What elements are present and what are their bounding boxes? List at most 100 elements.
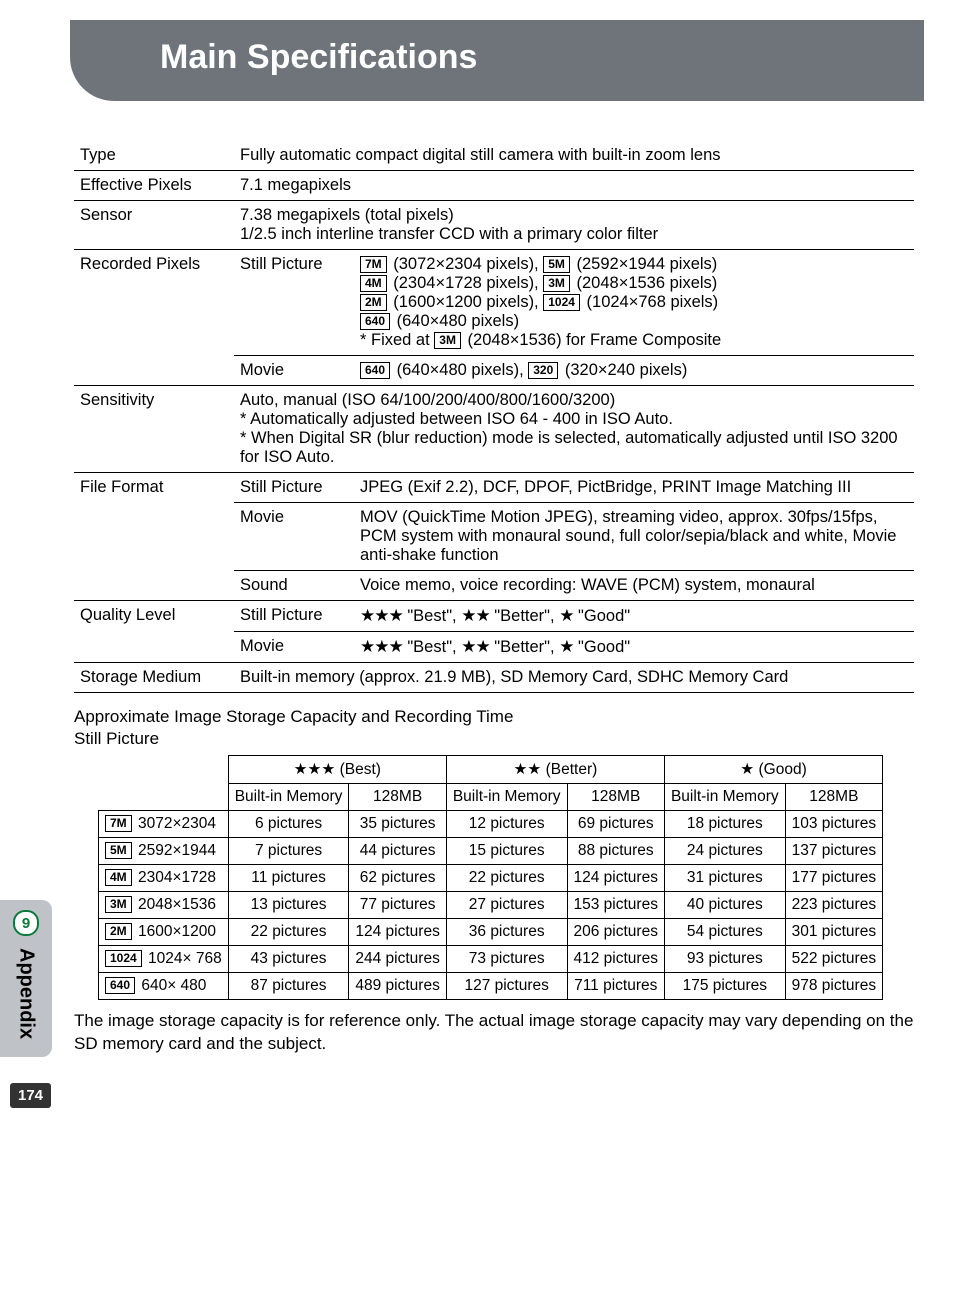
- table-cell: 12 pictures: [446, 811, 567, 838]
- table-row: 5M 2592×19447 pictures44 pictures15 pict…: [99, 838, 883, 865]
- spec-sublabel: Still Picture: [234, 601, 354, 632]
- row-header: 3M 2048×1536: [99, 892, 229, 919]
- table-cell: 124 pictures: [349, 919, 446, 946]
- text: "Better",: [490, 638, 560, 656]
- stars-icon: ★: [559, 606, 573, 625]
- text: 7.38 megapixels (total pixels): [240, 206, 454, 224]
- res-badge: 3M: [105, 896, 132, 913]
- res-badge: 7M: [360, 256, 387, 273]
- text: (1600×1200 pixels),: [389, 293, 544, 311]
- res-badge: 5M: [105, 842, 132, 859]
- table-header: Built-in Memory: [228, 784, 349, 811]
- table-cell: 88 pictures: [567, 838, 664, 865]
- res-badge: 7M: [105, 815, 132, 832]
- stars-icon: ★★★: [360, 637, 403, 656]
- chapter-badge: 9: [13, 910, 39, 936]
- res-badge: 2M: [360, 294, 387, 311]
- table-cell: 711 pictures: [567, 973, 664, 1000]
- table-cell: 7 pictures: [228, 838, 349, 865]
- text: (2304×1728 pixels),: [389, 274, 544, 292]
- spec-value: Voice memo, voice recording: WAVE (PCM) …: [354, 571, 914, 601]
- res-badge: 2M: [105, 923, 132, 940]
- spec-sublabel: Still Picture: [234, 250, 354, 356]
- table-cell: 15 pictures: [446, 838, 567, 865]
- table-cell: 13 pictures: [228, 892, 349, 919]
- table-cell: 978 pictures: [785, 973, 882, 1000]
- text: * Fixed at: [360, 331, 434, 349]
- res-badge: 1024: [543, 294, 580, 311]
- res-badge: 3M: [434, 332, 461, 349]
- spec-sublabel: Movie: [234, 503, 354, 571]
- table-cell: 43 pictures: [228, 946, 349, 973]
- spec-label: Storage Medium: [74, 663, 234, 693]
- table-cell: 153 pictures: [567, 892, 664, 919]
- text: "Best",: [403, 607, 461, 625]
- table-cell: 175 pictures: [664, 973, 785, 1000]
- page-title-banner: Main Specifications: [70, 20, 924, 101]
- footnote: The image storage capacity is for refere…: [74, 1010, 914, 1056]
- table-cell: 77 pictures: [349, 892, 446, 919]
- table-cell: 22 pictures: [446, 865, 567, 892]
- res-badge: 640: [360, 313, 390, 330]
- table-header: Built-in Memory: [446, 784, 567, 811]
- table-cell: 87 pictures: [228, 973, 349, 1000]
- table-cell: 137 pictures: [785, 838, 882, 865]
- table-header: Built-in Memory: [664, 784, 785, 811]
- text: "Good": [573, 638, 630, 656]
- table-cell: 24 pictures: [664, 838, 785, 865]
- table-header: ★ (Good): [664, 756, 882, 784]
- row-header: 7M 3072×2304: [99, 811, 229, 838]
- table-cell: 40 pictures: [664, 892, 785, 919]
- res-badge: 1024: [105, 950, 142, 967]
- table-cell: 522 pictures: [785, 946, 882, 973]
- capacity-heading: Approximate Image Storage Capacity and R…: [74, 707, 914, 727]
- res-badge: 4M: [105, 869, 132, 886]
- stars-icon: ★★: [461, 637, 489, 656]
- spec-sublabel: Still Picture: [234, 473, 354, 503]
- res-badge: 640: [360, 362, 390, 379]
- table-cell: 73 pictures: [446, 946, 567, 973]
- table-cell: 301 pictures: [785, 919, 882, 946]
- table-row: 640 640× 48087 pictures489 pictures127 p…: [99, 973, 883, 1000]
- table-header-blank: [99, 756, 229, 811]
- table-cell: 177 pictures: [785, 865, 882, 892]
- table-cell: 127 pictures: [446, 973, 567, 1000]
- spec-label: Quality Level: [74, 601, 234, 663]
- spec-value: ★★★ "Best", ★★ "Better", ★ "Good": [354, 632, 914, 663]
- table-row: 1024 1024× 76843 pictures244 pictures73 …: [99, 946, 883, 973]
- table-cell: 18 pictures: [664, 811, 785, 838]
- row-header: 4M 2304×1728: [99, 865, 229, 892]
- table-cell: 36 pictures: [446, 919, 567, 946]
- table-cell: 103 pictures: [785, 811, 882, 838]
- content-area: Type Fully automatic compact digital sti…: [0, 111, 954, 1056]
- res-badge: 320: [528, 362, 558, 379]
- table-cell: 22 pictures: [228, 919, 349, 946]
- stars-icon: ★★: [461, 606, 489, 625]
- text: (320×240 pixels): [560, 361, 687, 379]
- side-tab: 9 Appendix: [0, 900, 52, 1057]
- text: (2592×1944 pixels): [572, 255, 717, 273]
- spec-value: ★★★ "Best", ★★ "Better", ★ "Good": [354, 601, 914, 632]
- table-cell: 11 pictures: [228, 865, 349, 892]
- table-cell: 44 pictures: [349, 838, 446, 865]
- table-cell: 27 pictures: [446, 892, 567, 919]
- table-row: 4M 2304×172811 pictures62 pictures22 pic…: [99, 865, 883, 892]
- text: (2048×1536) for Frame Composite: [463, 331, 721, 349]
- text: * Automatically adjusted between ISO 64 …: [240, 410, 673, 428]
- table-cell: 6 pictures: [228, 811, 349, 838]
- stars-icon: ★: [559, 637, 573, 656]
- capacity-table: ★★★ (Best) ★★ (Better) ★ (Good) Built-in…: [98, 755, 883, 1000]
- table-cell: 35 pictures: [349, 811, 446, 838]
- spec-value: JPEG (Exif 2.2), DCF, DPOF, PictBridge, …: [354, 473, 914, 503]
- table-row: 2M 1600×120022 pictures124 pictures36 pi…: [99, 919, 883, 946]
- spec-value: MOV (QuickTime Motion JPEG), streaming v…: [354, 503, 914, 571]
- table-header: 128MB: [567, 784, 664, 811]
- page-number: 174: [10, 1083, 51, 1108]
- spec-label: File Format: [74, 473, 234, 601]
- table-cell: 223 pictures: [785, 892, 882, 919]
- spec-value: Fully automatic compact digital still ca…: [234, 141, 914, 171]
- stars-icon: ★★★: [360, 606, 403, 625]
- text: (2048×1536 pixels): [572, 274, 717, 292]
- table-row: 3M 2048×153613 pictures77 pictures27 pic…: [99, 892, 883, 919]
- spec-label: Recorded Pixels: [74, 250, 234, 386]
